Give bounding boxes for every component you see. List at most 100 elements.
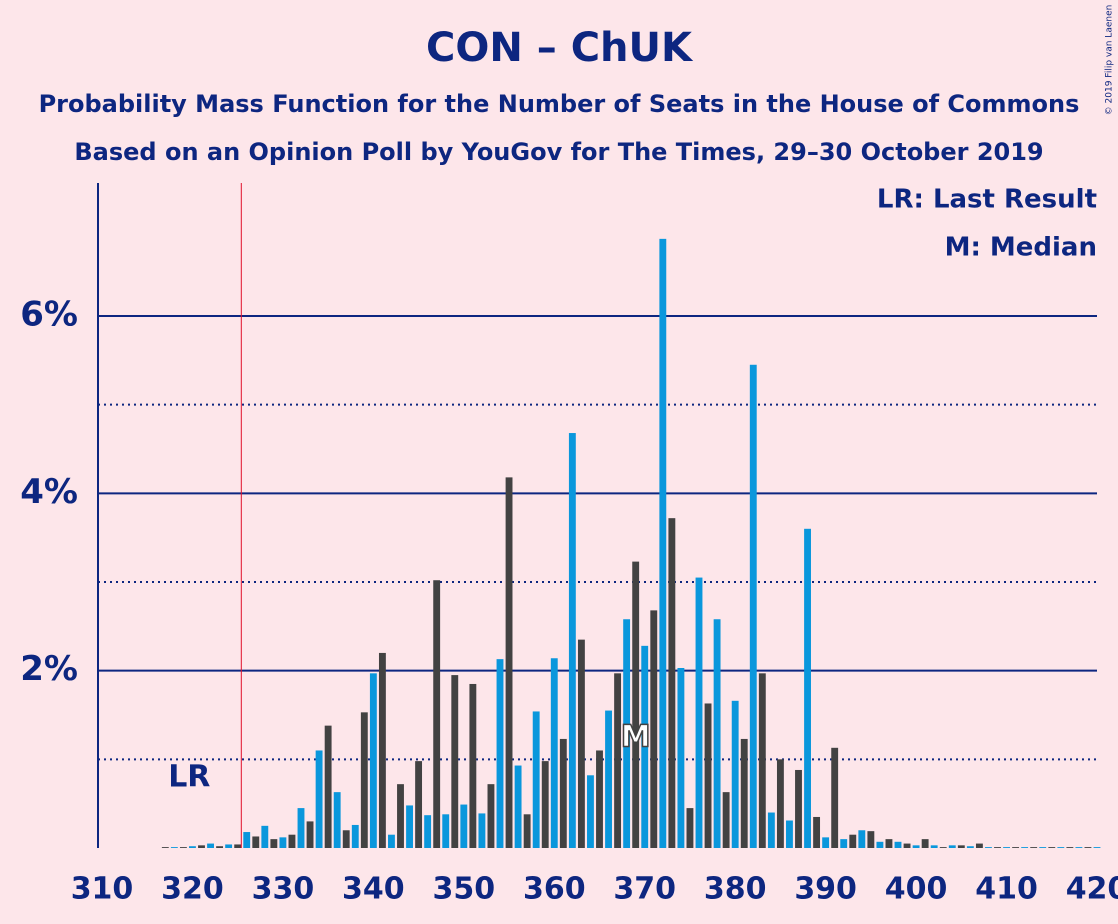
bar <box>786 820 793 848</box>
bar <box>957 845 965 848</box>
bar <box>587 775 594 848</box>
bar <box>216 846 224 848</box>
bar <box>912 845 920 848</box>
bar <box>921 839 929 848</box>
bar <box>315 750 323 848</box>
x-tick-label: 320 <box>161 872 224 907</box>
bar <box>795 769 802 848</box>
x-tick-label: 310 <box>71 872 134 907</box>
bar <box>813 816 821 848</box>
bar <box>758 673 766 848</box>
bar <box>948 845 956 848</box>
bar <box>279 837 287 848</box>
bar <box>170 847 178 848</box>
bar <box>351 824 359 848</box>
bar <box>650 610 658 848</box>
bar <box>722 792 730 848</box>
x-tick-label: 340 <box>342 872 405 907</box>
bar <box>324 725 332 848</box>
bar <box>677 668 685 848</box>
bar <box>369 673 377 848</box>
bar <box>1093 847 1101 848</box>
y-tick-label: 4% <box>20 472 78 512</box>
bar <box>985 847 992 848</box>
bar <box>541 761 549 848</box>
bar <box>496 659 504 848</box>
bar <box>605 710 612 848</box>
bar <box>641 645 649 848</box>
x-tick-label: 360 <box>523 872 586 907</box>
bar <box>1066 847 1074 848</box>
bar <box>876 841 884 848</box>
bar <box>858 830 866 848</box>
copyright: © 2019 Filip van Laenen <box>1105 5 1115 116</box>
x-tick-label: 330 <box>252 872 315 907</box>
bar <box>894 841 902 848</box>
bar <box>903 843 911 848</box>
x-tick-label: 400 <box>885 872 948 907</box>
median-label: M <box>621 720 651 755</box>
bar <box>523 814 531 848</box>
bar <box>577 639 585 848</box>
bar <box>596 750 603 848</box>
bar <box>975 843 983 848</box>
bar <box>767 812 775 848</box>
bar <box>207 843 214 848</box>
bar <box>360 712 368 848</box>
bar <box>198 845 205 848</box>
bar <box>406 805 413 848</box>
x-tick-label: 410 <box>975 872 1038 907</box>
chart-title: CON – ChUK <box>426 25 694 71</box>
bar <box>776 759 784 848</box>
bar <box>1012 847 1020 848</box>
bar <box>704 703 712 848</box>
bar <box>822 837 830 848</box>
x-tick-label: 370 <box>613 872 676 907</box>
bar <box>225 844 233 848</box>
bar <box>1030 847 1038 848</box>
bar <box>885 839 893 848</box>
bar <box>731 700 739 848</box>
x-tick-label: 420 <box>1066 872 1118 907</box>
bar <box>1048 847 1056 848</box>
bar <box>451 675 459 848</box>
bar <box>1003 847 1010 848</box>
bar <box>668 518 676 848</box>
bar <box>179 847 187 848</box>
bar <box>559 738 567 848</box>
bar <box>614 673 622 848</box>
x-tick-label: 380 <box>704 872 767 907</box>
bar <box>749 364 757 848</box>
last-result-label: LR <box>168 760 210 795</box>
bar <box>189 846 196 848</box>
bar <box>532 711 540 848</box>
bar <box>415 761 423 848</box>
bar <box>505 477 513 848</box>
bar <box>442 814 450 848</box>
bar <box>804 528 811 848</box>
bar <box>867 831 875 848</box>
bar <box>388 834 395 848</box>
bar <box>397 784 404 848</box>
bar <box>333 792 341 848</box>
bar <box>840 839 848 848</box>
bar <box>740 738 748 848</box>
bar <box>243 832 251 848</box>
bar <box>939 847 947 848</box>
bar <box>424 815 432 848</box>
bar <box>297 808 305 848</box>
bar <box>849 834 857 848</box>
bar <box>550 658 558 848</box>
bar <box>514 765 522 848</box>
bar <box>1021 847 1029 848</box>
legend-entry: LR: Last Result <box>877 185 1097 215</box>
bar <box>270 839 278 848</box>
bar <box>686 808 694 848</box>
bar <box>966 846 974 848</box>
subtitle: Based on an Opinion Poll by YouGov for T… <box>74 138 1043 166</box>
bar <box>234 844 242 848</box>
bar <box>487 784 495 848</box>
bar <box>469 683 477 848</box>
bar <box>1057 847 1065 848</box>
